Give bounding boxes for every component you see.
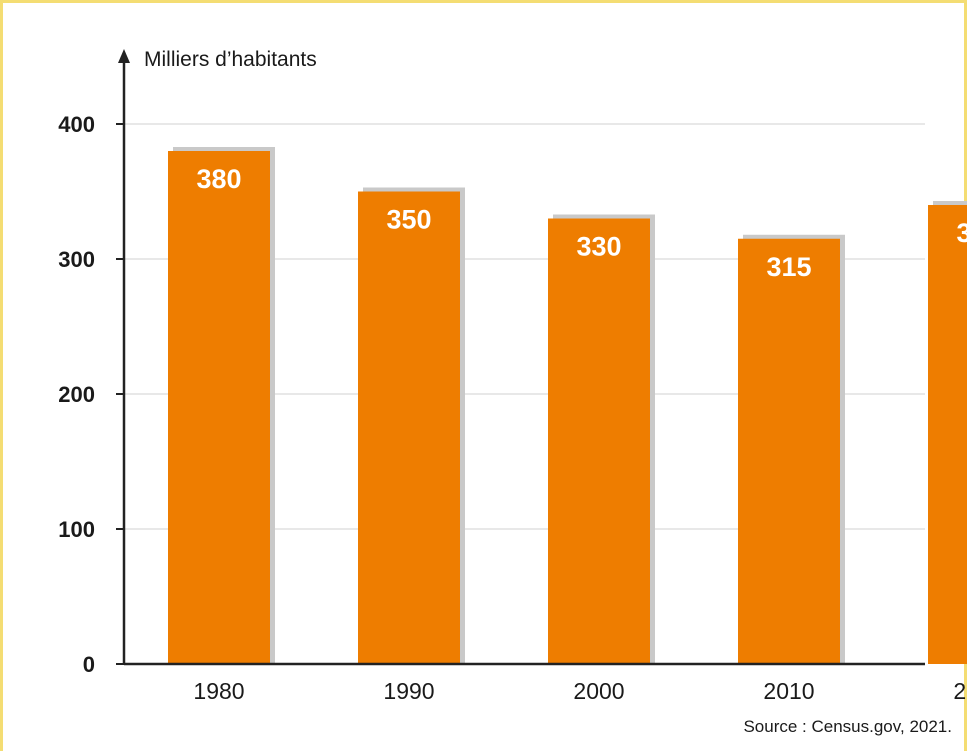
y-tick-label: 100 xyxy=(58,517,95,542)
bar-2000 xyxy=(548,218,650,664)
x-tick-label: 2000 xyxy=(573,678,624,704)
x-tick-label: 2020 xyxy=(953,678,967,704)
y-axis-ticks: 0 100 200 300 400 xyxy=(58,112,124,677)
bar-2020 xyxy=(928,205,967,664)
bar-value-label: 350 xyxy=(386,205,431,235)
bar-chart: 0 100 200 300 400 380 350 330 315 340 1980 1990 20… xyxy=(58,48,967,736)
bar-value-label: 330 xyxy=(576,232,621,262)
bar-1980 xyxy=(168,151,270,664)
bar-value-label: 315 xyxy=(766,252,811,282)
y-tick-label: 400 xyxy=(58,112,95,137)
y-axis-label: Milliers d’habitants xyxy=(144,48,317,71)
bar-value-label: 380 xyxy=(196,164,241,194)
bar-2010 xyxy=(738,238,840,664)
bar-1990 xyxy=(358,191,460,664)
source-note: Source : Census.gov, 2021. xyxy=(743,717,952,736)
bars: 380 350 330 315 340 xyxy=(168,147,967,664)
y-tick-label: 0 xyxy=(83,652,95,677)
x-tick-label: 2010 xyxy=(763,678,814,704)
x-tick-label: 1980 xyxy=(193,678,244,704)
y-tick-label: 200 xyxy=(58,382,95,407)
y-tick-label: 300 xyxy=(58,247,95,272)
x-tick-label: 1990 xyxy=(383,678,434,704)
y-axis-arrow-icon xyxy=(118,49,130,63)
bar-value-label: 340 xyxy=(956,218,967,248)
x-axis-ticks: 1980 1990 2000 2010 2020 xyxy=(193,678,967,704)
